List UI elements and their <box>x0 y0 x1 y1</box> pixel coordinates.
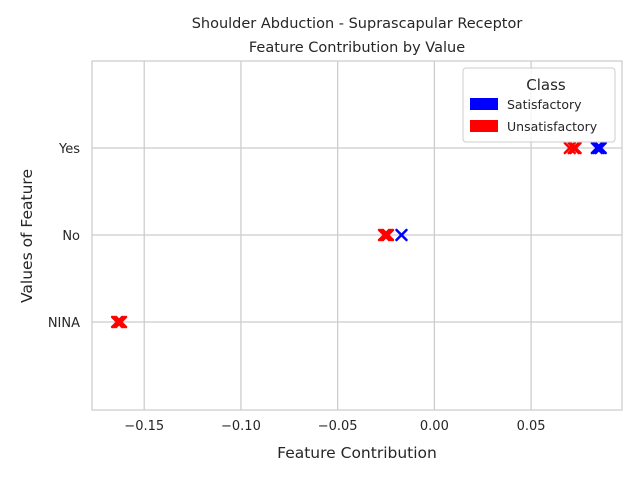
legend-title: Class <box>526 76 566 94</box>
y-tick-label: NINA <box>48 316 80 331</box>
y-tick-label: Yes <box>58 142 80 157</box>
y-tick-label: No <box>62 229 80 244</box>
marker-unsatisfactory <box>112 315 126 329</box>
marker-satisfactory <box>592 141 606 155</box>
marker-unsatisfactory <box>569 141 582 155</box>
legend: Class Satisfactory Unsatisfactory <box>462 67 616 143</box>
x-axis-label: Feature Contribution <box>277 444 437 462</box>
data-markers <box>110 141 607 329</box>
legend-swatch-unsatisfactory <box>470 120 498 132</box>
marker-satisfactory <box>590 141 604 155</box>
marker-unsatisfactory <box>381 228 395 242</box>
marker-satisfactory <box>594 141 607 155</box>
legend-swatch-satisfactory <box>470 98 498 110</box>
x-tick-label: 0.00 <box>420 419 449 434</box>
x-tick-label: −0.10 <box>221 419 261 434</box>
legend-label-unsatisfactory: Unsatisfactory <box>507 119 598 134</box>
x-tick-label: 0.05 <box>517 419 546 434</box>
x-tick-label: −0.15 <box>124 419 164 434</box>
legend-label-satisfactory: Satisfactory <box>507 97 582 112</box>
plot-frame <box>91 60 623 411</box>
chart-title-line-1: Shoulder Abduction - Suprascapular Recep… <box>192 16 523 32</box>
marker-unsatisfactory <box>377 228 391 242</box>
marker-unsatisfactory <box>379 228 393 242</box>
marker-satisfactory <box>395 228 408 242</box>
axis-ticks: −0.15 −0.10 −0.05 0.00 0.05 Yes No NINA <box>48 142 546 434</box>
y-axis-label: Values of Feature <box>18 169 36 303</box>
x-tick-label: −0.05 <box>318 419 358 434</box>
legend-box <box>462 67 616 143</box>
marker-unsatisfactory <box>567 141 580 155</box>
marker-unsatisfactory <box>110 315 124 329</box>
grid <box>92 61 622 410</box>
chart-title-line-2: Feature Contribution by Value <box>249 40 465 56</box>
marker-unsatisfactory <box>114 315 128 329</box>
